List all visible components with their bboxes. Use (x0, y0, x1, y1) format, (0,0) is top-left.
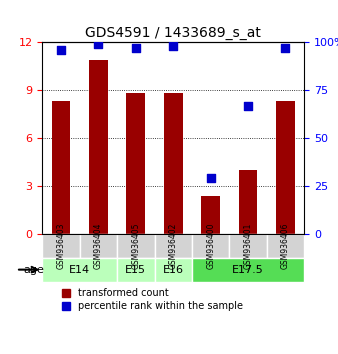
Point (245, 103, 251, 108)
FancyBboxPatch shape (154, 234, 192, 258)
FancyBboxPatch shape (117, 234, 154, 258)
FancyBboxPatch shape (154, 258, 192, 281)
Point (58, 47, 64, 53)
Bar (276, 102, 295, 234)
FancyBboxPatch shape (192, 234, 230, 258)
Legend: transformed count, percentile rank within the sample: transformed count, percentile rank withi… (60, 286, 245, 313)
FancyBboxPatch shape (230, 234, 267, 258)
Bar (89, 60, 108, 234)
Bar (201, 195, 220, 234)
FancyBboxPatch shape (42, 234, 80, 258)
Text: GSM936404: GSM936404 (94, 222, 103, 269)
Text: GSM936406: GSM936406 (281, 222, 290, 269)
Bar (164, 93, 183, 234)
Text: E14: E14 (69, 265, 90, 275)
Point (208, 176, 213, 181)
Bar (239, 170, 258, 234)
Point (96, 41, 101, 47)
Text: E16: E16 (163, 265, 184, 275)
FancyBboxPatch shape (80, 234, 117, 258)
Text: E15: E15 (125, 265, 146, 275)
Bar (126, 93, 145, 234)
FancyBboxPatch shape (267, 234, 304, 258)
Text: GSM936405: GSM936405 (131, 222, 140, 269)
Text: GSM936401: GSM936401 (244, 223, 252, 269)
FancyBboxPatch shape (192, 258, 304, 281)
Title: GDS4591 / 1433689_s_at: GDS4591 / 1433689_s_at (85, 26, 261, 40)
Point (283, 45, 288, 51)
FancyBboxPatch shape (117, 258, 154, 281)
Bar (52, 102, 70, 234)
Text: GSM936400: GSM936400 (206, 222, 215, 269)
Point (133, 45, 139, 51)
Text: GSM936403: GSM936403 (56, 222, 66, 269)
Text: GSM936402: GSM936402 (169, 223, 178, 269)
Point (170, 44, 176, 49)
Text: E17.5: E17.5 (232, 265, 264, 275)
Text: age: age (23, 265, 44, 275)
FancyBboxPatch shape (42, 258, 117, 281)
